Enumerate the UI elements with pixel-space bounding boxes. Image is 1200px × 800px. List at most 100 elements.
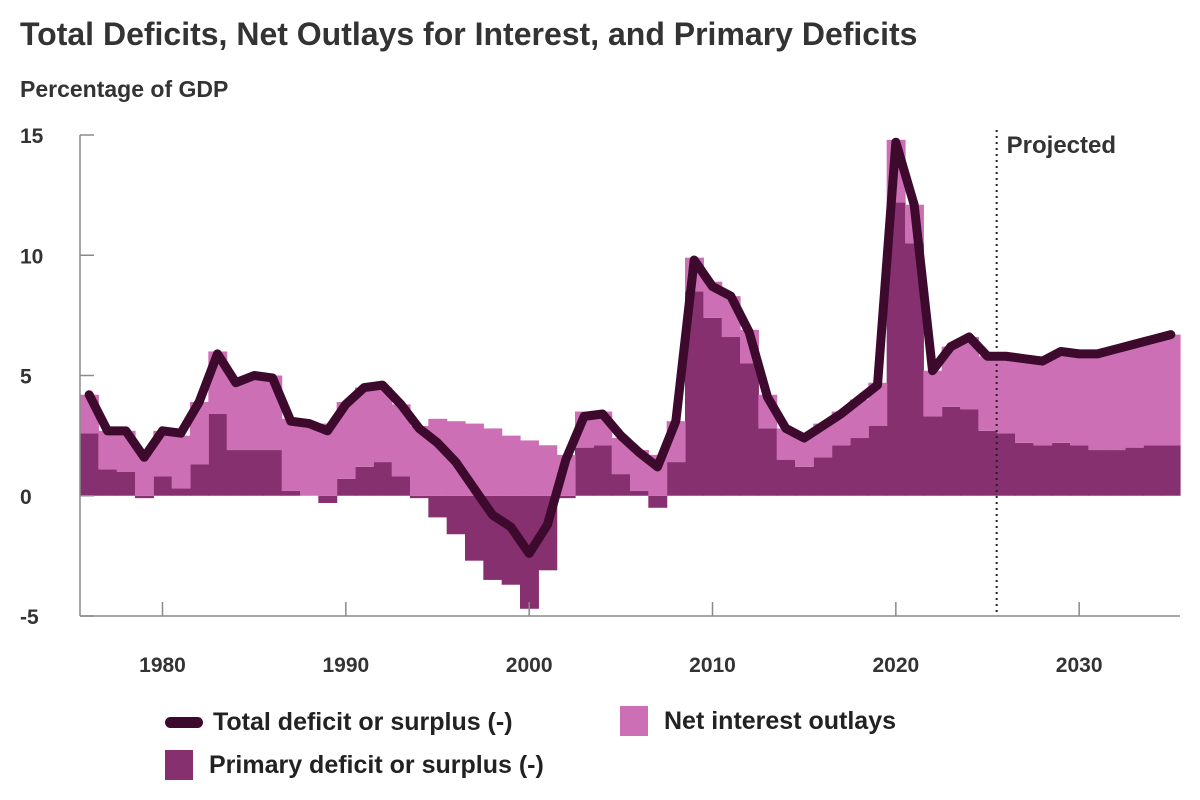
primary-bar-2013	[758, 428, 778, 496]
interest-bar-1984	[226, 377, 246, 451]
primary-bar-1990	[336, 478, 356, 496]
primary-bar-2022	[923, 416, 943, 496]
y-tick-label-15: 15	[20, 125, 44, 148]
interest-bar-2022	[923, 370, 943, 417]
primary-bar-1978	[116, 471, 136, 496]
interest-bar-1981	[171, 435, 191, 489]
interest-bar-1977	[98, 430, 118, 470]
primary-bar-1982	[190, 464, 209, 496]
primary-bar-2025	[978, 430, 998, 496]
interest-bar-1987	[281, 418, 301, 491]
primary-bar-2002	[556, 495, 576, 499]
primary-bar-2016	[813, 457, 833, 496]
interest-bar-1989	[318, 423, 338, 496]
primary-bar-2028	[1033, 445, 1053, 496]
interest-bars-group	[80, 139, 1181, 496]
projection-group: Projected	[995, 130, 1116, 616]
primary-bar-1993	[391, 476, 411, 496]
interest-bar-2024	[960, 337, 979, 410]
interest-bar-1988	[300, 426, 319, 496]
interest-bar-1991	[355, 387, 374, 467]
interest-bar-2033	[1125, 344, 1144, 448]
primary-bar-1983	[208, 413, 228, 496]
primary-bar-2004	[593, 445, 613, 496]
primary-bar-2023	[941, 406, 961, 496]
x-tick-label-2030: 2030	[1056, 654, 1103, 677]
primary-bar-2026	[996, 433, 1016, 496]
y-axis-units-label: Percentage of GDP	[20, 76, 229, 102]
interest-bar-2028	[1033, 358, 1053, 446]
y-tick-label-10: 10	[20, 245, 43, 268]
primary-bar-2006	[630, 490, 649, 496]
primary-bar-2008	[666, 462, 686, 496]
primary-bar-1981	[171, 488, 191, 496]
interest-bar-2005	[611, 438, 631, 475]
primary-bar-2032	[1106, 450, 1126, 496]
axes-group: 15 10 5 0 -5 1980 1990 2000 2010 2020 2030	[20, 125, 1180, 677]
primary-bar-2024	[960, 409, 979, 496]
interest-bar-2030	[1070, 351, 1089, 446]
primary-bar-2021	[905, 243, 924, 496]
primary-bar-1976	[80, 433, 99, 496]
primary-bar-2018	[850, 438, 869, 496]
y-tick-label--5: -5	[20, 606, 39, 629]
primary-bar-1989	[318, 495, 338, 503]
primary-bar-1979	[135, 495, 154, 499]
primary-bar-2007	[648, 495, 668, 508]
primary-bar-2014	[776, 459, 796, 496]
interest-bar-2015	[795, 435, 814, 467]
primary-bar-2033	[1125, 447, 1144, 496]
interest-bar-1993	[391, 404, 411, 477]
interest-bar-1979	[135, 452, 154, 496]
total-deficit-line	[84, 137, 1176, 558]
primary-bar-2010	[703, 317, 723, 496]
primary-bar-1980	[153, 476, 173, 496]
primary-bar-1999	[501, 495, 521, 585]
primary-bar-2009	[685, 291, 704, 496]
y-tick-label-0: 0	[20, 486, 32, 509]
primary-bar-2020	[886, 202, 906, 496]
primary-bar-2012	[740, 363, 759, 496]
primary-bar-2030	[1070, 445, 1089, 496]
primary-bar-2011	[721, 337, 741, 496]
interest-bar-2035	[1161, 334, 1181, 446]
primary-bar-1996	[446, 495, 466, 535]
primary-bar-1987	[281, 490, 301, 496]
interest-bar-1995	[428, 418, 448, 496]
x-tick-label-2010: 2010	[689, 654, 736, 677]
interest-bar-2023	[941, 346, 961, 407]
interest-bar-1985	[245, 375, 264, 451]
interest-bar-2026	[996, 356, 1016, 434]
chart-title: Total Deficits, Net Outlays for Interest…	[20, 16, 918, 52]
x-tick-label-2000: 2000	[506, 654, 553, 677]
primary-bar-2027	[1015, 442, 1034, 496]
primary-bar-2019	[868, 426, 888, 496]
primary-bar-2034	[1143, 445, 1163, 496]
primary-bar-2029	[1051, 442, 1071, 496]
primary-bar-1995	[428, 495, 448, 518]
interest-bar-2018	[850, 399, 869, 439]
x-tick-label-2020: 2020	[872, 654, 919, 677]
primary-bar-2005	[611, 474, 631, 496]
interest-bar-1994	[410, 426, 429, 496]
x-tick-label-1980: 1980	[139, 654, 186, 677]
primary-bar-1977	[98, 469, 118, 496]
y-tick-label-5: 5	[20, 366, 32, 389]
interest-bar-2034	[1143, 339, 1163, 446]
primary-bar-1986	[263, 450, 283, 496]
interest-bar-2032	[1106, 349, 1126, 451]
interest-bar-2031	[1088, 353, 1108, 451]
primary-bar-2035	[1161, 445, 1181, 496]
interest-bar-2029	[1051, 351, 1071, 443]
interest-bar-2001	[538, 445, 558, 496]
interest-bar-2025	[978, 356, 998, 431]
interest-bar-2014	[776, 428, 796, 460]
x-tick-label-1990: 1990	[322, 654, 369, 677]
primary-bar-1985	[245, 450, 264, 496]
total-line-group	[84, 137, 1176, 558]
interest-bar-1992	[373, 387, 393, 463]
primary-bar-1997	[465, 495, 484, 561]
primary-bar-2003	[575, 447, 594, 496]
interest-bar-1998	[483, 428, 503, 496]
